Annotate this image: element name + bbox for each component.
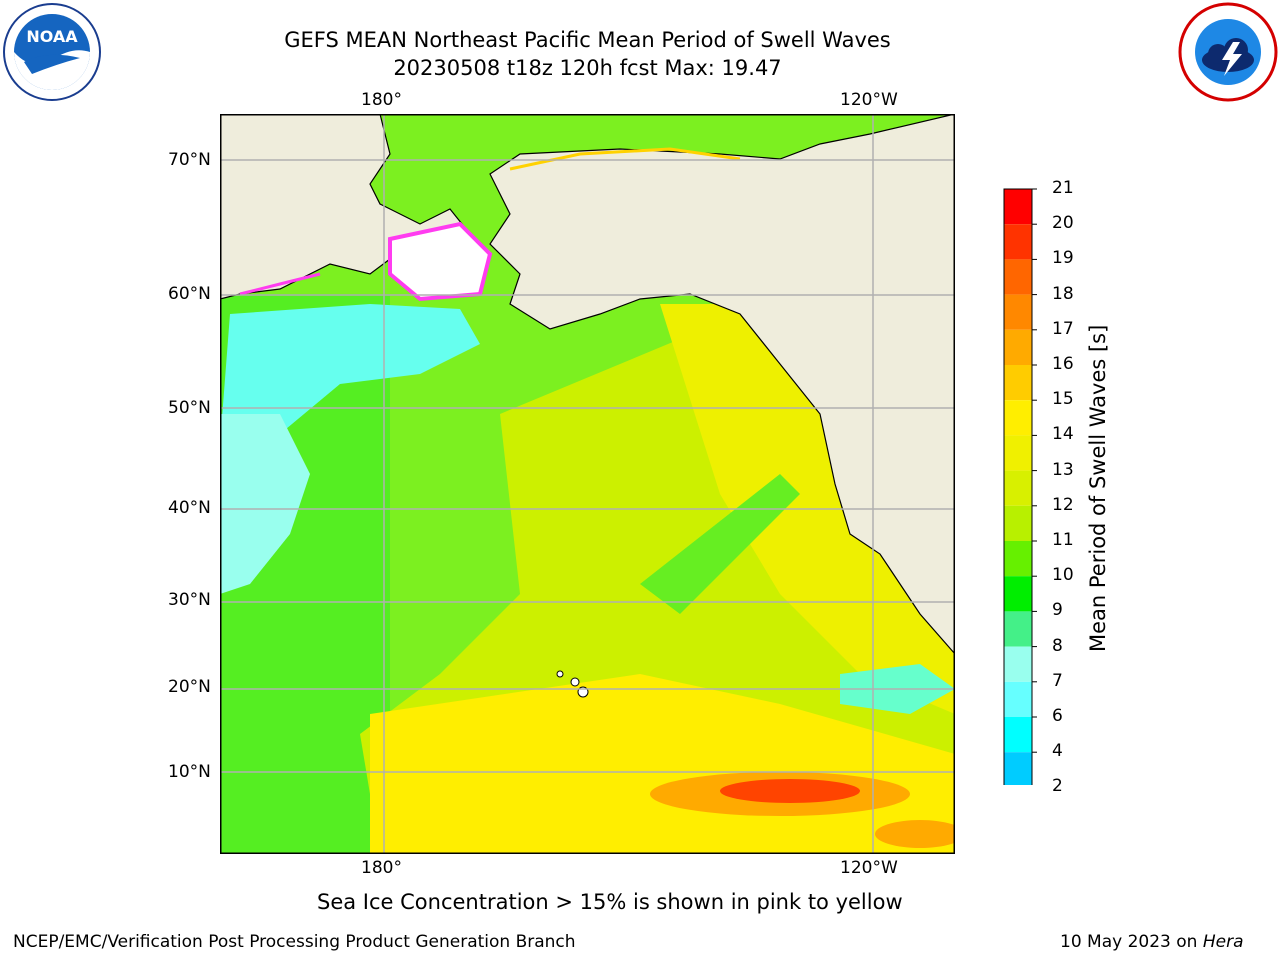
colorbar-bin [1004,681,1032,717]
lat-label-30n: 30°N [168,590,211,610]
colorbar-tick-label: 12 [1052,494,1074,515]
colorbar-bin [1004,505,1032,541]
colorbar-bin [1004,189,1032,225]
colorbar-ticks: 21 20 19 18 17 16 15 14 13 12 11 10 9 8 7 6 4 2 [1052,178,1112,796]
island-hawaii-2 [570,677,580,687]
colorbar-bin [1004,541,1032,577]
colorbar-bin [1004,435,1032,471]
noaa-logo-text: NOAA [26,27,78,46]
colorbar-tick-label: 2 [1052,776,1063,797]
colorbar-tick-label: 21 [1052,178,1074,198]
swell-period-map [220,114,955,854]
colorbar-bin [1004,717,1032,753]
ice-blank-region [390,224,490,299]
colorbar-tick-label: 17 [1052,318,1074,339]
sea-ice-edge-bering [388,221,493,302]
colorbar-bin [1004,611,1032,647]
bottom-lon-label-180: 180° [361,858,402,878]
colorbar-bin [1004,365,1032,401]
colorbar-tick-label: 15 [1052,389,1074,410]
colorbar-bin [1004,224,1032,260]
colorbar-bin [1004,400,1032,436]
colorbar [1003,188,1037,785]
colorbar-tick-label: 11 [1052,530,1074,550]
colorbar-tick-label: 6 [1052,706,1063,726]
field-hotspot-red [720,779,860,803]
graticule [220,114,955,854]
noaa-logo-icon: NOAA [2,2,102,102]
footer-date: 10 May 2023 on Hera [1060,932,1244,952]
map-frame [220,114,955,854]
footer-host: Hera [1202,932,1244,952]
land-north-america [489,114,955,655]
lat-label-50n: 50°N [168,398,211,418]
colorbar-label: Mean Period of Swell Waves [s] [1086,324,1110,652]
lat-label-70n: 70°N [168,150,211,170]
lat-label-10n: 10°N [168,762,211,782]
colorbar-tick-label: 19 [1052,248,1074,269]
colorbar-tick-label: 4 [1052,741,1063,762]
colorbar-bin [1004,294,1032,330]
colorbar-tick-label: 7 [1052,670,1063,691]
lat-label-60n: 60°N [168,284,211,304]
colorbar-tick-label: 14 [1052,424,1074,445]
colorbar-bin [1004,470,1032,506]
bottom-lon-label-120w: 120°W [840,858,898,878]
footer-credit: NCEP/EMC/Verification Post Processing Pr… [13,932,576,952]
island-hawaii-1 [556,670,564,678]
colorbar-tick-label: 10 [1052,565,1074,586]
top-lon-label-120w: 120°W [840,90,898,110]
sea-ice-edge-siberia [239,272,321,296]
field-region-cyan-north [220,304,480,444]
field-hotspot-southeast [875,820,955,848]
colorbar-tick-label: 13 [1052,459,1074,480]
chart-title: GEFS MEAN Northeast Pacific Mean Period … [284,28,891,52]
sea-ice-note: Sea Ice Concentration > 15% is shown in … [317,890,903,914]
colorbar-bin [1004,576,1032,612]
colorbar-tick-label: 16 [1052,354,1074,374]
footer-date-text: 10 May 2023 on [1060,932,1203,952]
lat-label-40n: 40°N [168,498,211,518]
field-region-cyan-west [220,414,310,594]
colorbar-bin [1004,259,1032,295]
national-weather-service-logo-icon [1178,2,1278,102]
sea-ice-edge-arctic [509,147,741,171]
chart-subtitle: 20230508 t18z 120h fcst Max: 19.47 [393,56,782,80]
colorbar-bin [1004,329,1032,365]
colorbar-tick-label: 20 [1052,213,1074,234]
lat-label-20n: 20°N [168,677,211,697]
colorbar-tick-label: 18 [1052,283,1074,304]
colorbar-tick-label: 8 [1052,635,1063,656]
colorbar-tick-label: 9 [1052,600,1063,621]
colorbar-bin [1004,752,1032,785]
top-lon-label-180: 180° [361,90,402,110]
colorbar-bin [1004,646,1032,682]
